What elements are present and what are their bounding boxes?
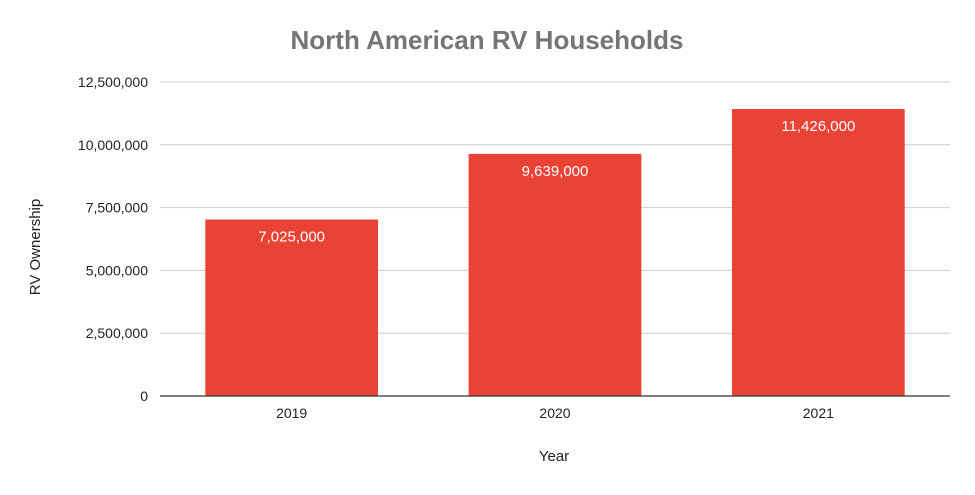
bar [731, 108, 905, 396]
y-tick-label: 5,000,000 [86, 262, 148, 278]
x-tick-label: 2019 [276, 405, 307, 421]
y-axis-title: RV Ownership [27, 199, 44, 295]
chart-title: North American RV Households [291, 25, 684, 55]
bar-data-label: 9,639,000 [522, 163, 589, 180]
y-tick-label: 7,500,000 [86, 200, 148, 216]
bar-data-label: 11,426,000 [781, 118, 855, 135]
y-tick-label: 10,000,000 [78, 137, 148, 153]
y-axis-ticks: 0 2,500,000 5,000,000 7,500,000 10,000,000 12… [78, 74, 148, 404]
bar [468, 153, 642, 396]
y-tick-label: 2,500,000 [86, 325, 148, 341]
bar [205, 219, 379, 396]
bar-data-label: 7,025,000 [258, 229, 325, 246]
data-labels: 7,025,000 9,639,000 11,426,000 [258, 118, 855, 246]
x-tick-label: 2021 [803, 405, 834, 421]
y-tick-label: 0 [140, 388, 148, 404]
x-axis-ticks: 2019 2020 2021 [276, 405, 834, 421]
x-tick-label: 2020 [539, 405, 570, 421]
x-axis-title: Year [539, 448, 569, 465]
y-tick-label: 12,500,000 [78, 74, 148, 90]
bars [160, 108, 950, 397]
